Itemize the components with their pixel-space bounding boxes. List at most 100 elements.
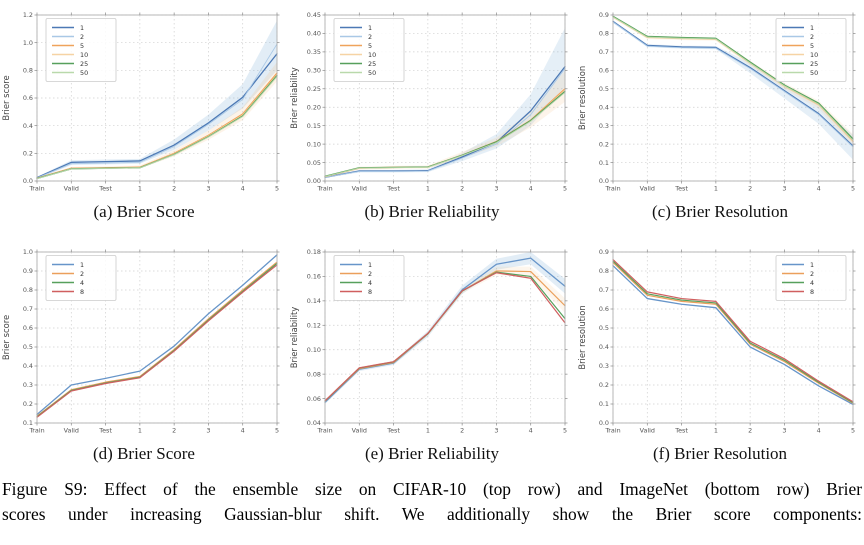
svg-text:3: 3	[782, 427, 786, 435]
chart-a-canvas: 0.0 0.2 0.4 0.6 0.8 1.0 1.2 Train Valid Test 1 2 3 4 5…	[0, 3, 288, 201]
svg-text:0.10: 0.10	[307, 140, 321, 148]
subfigure-a-caption: (a) Brier Score	[93, 202, 195, 221]
svg-text:0.5: 0.5	[599, 85, 609, 93]
svg-text:2: 2	[80, 33, 84, 41]
svg-text:Test: Test	[386, 427, 400, 435]
svg-text:2: 2	[172, 185, 176, 193]
svg-text:1.0: 1.0	[23, 39, 33, 47]
svg-text:5: 5	[851, 185, 855, 193]
svg-text:1.0: 1.0	[23, 248, 33, 256]
svg-text:0.04: 0.04	[307, 419, 321, 427]
svg-text:0.05: 0.05	[307, 159, 321, 167]
svg-text:0.4: 0.4	[23, 362, 33, 370]
svg-text:Test: Test	[674, 427, 688, 435]
svg-text:1: 1	[138, 185, 142, 193]
svg-text:Test: Test	[98, 427, 112, 435]
svg-text:4: 4	[80, 279, 84, 287]
svg-text:3: 3	[494, 427, 498, 435]
svg-text:0.25: 0.25	[307, 85, 321, 93]
svg-text:2: 2	[368, 33, 372, 41]
svg-text:0.7: 0.7	[23, 305, 33, 313]
svg-text:2: 2	[810, 270, 814, 278]
svg-text:4: 4	[529, 185, 533, 193]
svg-text:0.2: 0.2	[599, 140, 609, 148]
svg-text:1: 1	[714, 185, 718, 193]
subfigure-d: 0.1 0.2 0.3 0.4 0.5 0.6 0.7 0.8 0.9 1.0 Train Valid…	[0, 239, 288, 464]
svg-text:5: 5	[275, 185, 279, 193]
svg-text:0.5: 0.5	[599, 324, 609, 332]
svg-text:5: 5	[275, 427, 279, 435]
svg-text:50: 50	[368, 69, 376, 77]
svg-text:2: 2	[80, 270, 84, 278]
svg-text:0.0: 0.0	[599, 419, 609, 427]
svg-text:0.5: 0.5	[23, 343, 33, 351]
svg-text:8: 8	[368, 288, 372, 296]
subfigure-f: 0.0 0.1 0.2 0.3 0.4 0.5 0.6 0.7 0.8 0.9 Train Valid…	[576, 239, 864, 464]
svg-text:0.4: 0.4	[599, 103, 609, 111]
svg-text:4: 4	[368, 279, 372, 287]
svg-text:0.4: 0.4	[599, 343, 609, 351]
svg-text:0.15: 0.15	[307, 122, 321, 130]
svg-text:5: 5	[80, 42, 84, 50]
svg-text:1: 1	[426, 427, 430, 435]
svg-text:2: 2	[368, 270, 372, 278]
svg-text:Train: Train	[28, 185, 44, 193]
svg-text:3: 3	[206, 427, 210, 435]
svg-text:0.6: 0.6	[23, 94, 33, 102]
subfigure-d-caption: (d) Brier Score	[93, 444, 195, 463]
svg-text:0.08: 0.08	[307, 370, 321, 378]
svg-text:0.3: 0.3	[599, 362, 609, 370]
svg-text:4: 4	[817, 185, 821, 193]
subfigure-e-caption: (e) Brier Reliability	[364, 444, 500, 463]
svg-text:0.12: 0.12	[307, 321, 321, 329]
svg-text:2: 2	[172, 427, 176, 435]
svg-text:25: 25	[80, 60, 88, 68]
svg-text:1: 1	[80, 261, 84, 269]
svg-text:5: 5	[563, 427, 567, 435]
svg-text:50: 50	[810, 69, 818, 77]
svg-text:50: 50	[80, 69, 88, 77]
svg-text:0.10: 0.10	[307, 346, 321, 354]
chart-c-canvas: 0.0 0.1 0.2 0.3 0.4 0.5 0.6 0.7 0.8 0.9 Train Valid…	[576, 3, 864, 201]
svg-text:Brier score: Brier score	[1, 315, 11, 360]
svg-text:4: 4	[810, 279, 814, 287]
svg-text:10: 10	[810, 51, 818, 59]
svg-text:Test: Test	[98, 185, 112, 193]
svg-text:0.0: 0.0	[23, 177, 33, 185]
svg-text:1: 1	[138, 427, 142, 435]
svg-text:8: 8	[80, 288, 84, 296]
svg-text:1: 1	[368, 261, 372, 269]
svg-text:8: 8	[810, 288, 814, 296]
svg-text:2: 2	[810, 33, 814, 41]
svg-text:2: 2	[460, 185, 464, 193]
svg-text:0.8: 0.8	[599, 267, 609, 275]
svg-text:0.6: 0.6	[23, 324, 33, 332]
svg-text:Train: Train	[604, 185, 620, 193]
svg-text:1: 1	[810, 24, 814, 32]
figure-caption-line-1: Figure S9: Effect of the ensemble size o…	[2, 479, 862, 499]
svg-text:0.20: 0.20	[307, 103, 321, 111]
svg-text:0.6: 0.6	[599, 305, 609, 313]
svg-text:0.45: 0.45	[307, 11, 321, 19]
svg-text:Valid: Valid	[352, 185, 367, 193]
subfigure-c: 0.0 0.1 0.2 0.3 0.4 0.5 0.6 0.7 0.8 0.9 Train Valid…	[576, 3, 864, 222]
svg-text:Valid: Valid	[640, 185, 655, 193]
chart-d-canvas: 0.1 0.2 0.3 0.4 0.5 0.6 0.7 0.8 0.9 1.0 Train Valid…	[0, 239, 288, 443]
svg-text:4: 4	[529, 427, 533, 435]
svg-text:0.16: 0.16	[307, 273, 321, 281]
svg-text:5: 5	[368, 42, 372, 50]
svg-text:0.2: 0.2	[23, 150, 33, 158]
svg-text:0.0: 0.0	[599, 177, 609, 185]
chart-e-canvas: 0.04 0.06 0.08 0.10 0.12 0.14 0.16 0.18 Train Val…	[288, 239, 576, 443]
svg-text:1: 1	[368, 24, 372, 32]
svg-text:0.3: 0.3	[599, 122, 609, 130]
svg-text:0.00: 0.00	[307, 177, 321, 185]
svg-text:Valid: Valid	[640, 427, 655, 435]
svg-text:25: 25	[368, 60, 376, 68]
svg-text:5: 5	[563, 185, 567, 193]
svg-text:1: 1	[810, 261, 814, 269]
svg-text:0.7: 0.7	[599, 286, 609, 294]
svg-text:Brier reliability: Brier reliability	[289, 67, 299, 129]
subfigure-c-caption: (c) Brier Resolution	[652, 202, 788, 221]
